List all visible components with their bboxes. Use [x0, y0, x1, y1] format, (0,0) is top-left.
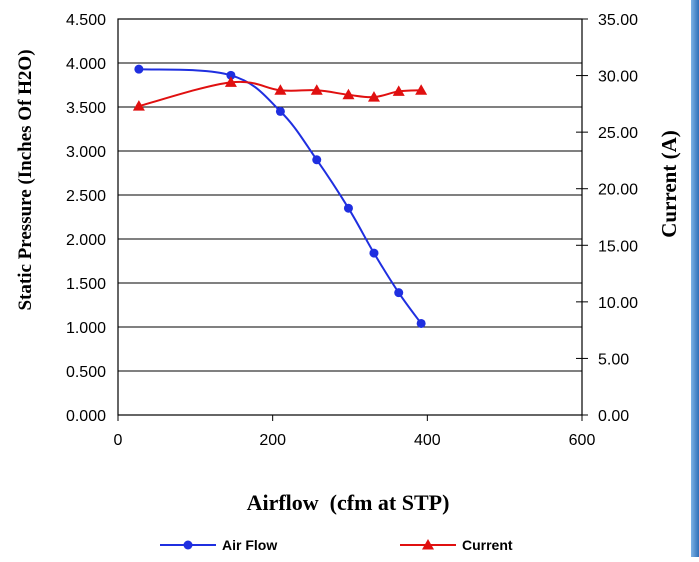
- data-point: [415, 84, 428, 95]
- axes: [117, 18, 588, 421]
- legend-label: Air Flow: [222, 537, 277, 553]
- y-tick-label: 3.500: [66, 100, 106, 117]
- y-tick-label: 4.500: [66, 12, 106, 29]
- data-point: [394, 288, 404, 298]
- data-point: [343, 203, 353, 213]
- y-tick-label: 2.000: [66, 232, 106, 249]
- data-point: [367, 91, 380, 102]
- chart: 0.0000.5001.0001.5002.0002.5003.0003.500…: [15, 12, 681, 553]
- data-point: [310, 84, 323, 95]
- legend-swatch-marker: [422, 539, 434, 550]
- series-current: [132, 76, 428, 111]
- data-point: [342, 88, 355, 100]
- y2-axis-title: Current (A): [657, 130, 681, 238]
- y-tick-label: 0.000: [66, 408, 106, 425]
- data-point: [274, 84, 287, 95]
- x-axis-title: Airflow (cfm at STP): [247, 490, 450, 515]
- data-point: [134, 64, 144, 74]
- data-point: [275, 106, 285, 116]
- y-tick-label: 1.500: [66, 276, 106, 293]
- data-point: [416, 318, 426, 328]
- x-tick-label: 200: [259, 432, 286, 449]
- series: [132, 64, 428, 328]
- legend-item: Air Flow: [160, 537, 277, 553]
- data-point: [226, 70, 236, 80]
- y2-tick-label: 20.00: [598, 182, 638, 199]
- data-point: [224, 76, 237, 87]
- plot-area: [117, 18, 583, 416]
- y2-tick-label: 0.00: [598, 408, 629, 425]
- grid: [118, 18, 582, 416]
- y2-tick-label: 10.00: [598, 295, 638, 312]
- y2-tick-label: 35.00: [598, 12, 638, 29]
- y-tick-label: 0.500: [66, 364, 106, 381]
- y2-tick-label: 15.00: [598, 238, 638, 255]
- legend-swatch-marker: [183, 540, 193, 550]
- y-tick-label: 4.000: [66, 56, 106, 73]
- y-axis-title: Static Pressure (Inches Of H2O): [15, 49, 36, 310]
- data-point: [312, 155, 322, 165]
- y-tick-label: 3.000: [66, 144, 106, 161]
- legend: Air Flow Current: [160, 537, 513, 553]
- y-tick-label: 2.500: [66, 188, 106, 205]
- y2-tick-label: 25.00: [598, 125, 638, 142]
- series-air-flow: [134, 64, 426, 328]
- y2-tick-label: 30.00: [598, 69, 638, 86]
- x-tick-label: 0: [114, 432, 123, 449]
- legend-label: Current: [462, 537, 513, 553]
- data-point: [392, 85, 405, 96]
- data-point: [369, 248, 379, 258]
- x-tick-label: 400: [414, 432, 441, 449]
- legend-item: Current: [400, 537, 513, 553]
- x-tick-label: 600: [569, 432, 596, 449]
- y2-tick-label: 5.00: [598, 351, 629, 368]
- window-border: [691, 0, 699, 557]
- data-point: [132, 100, 145, 111]
- y-tick-label: 1.000: [66, 320, 106, 337]
- tick-labels: 0.0000.5001.0001.5002.0002.5003.0003.500…: [66, 12, 638, 449]
